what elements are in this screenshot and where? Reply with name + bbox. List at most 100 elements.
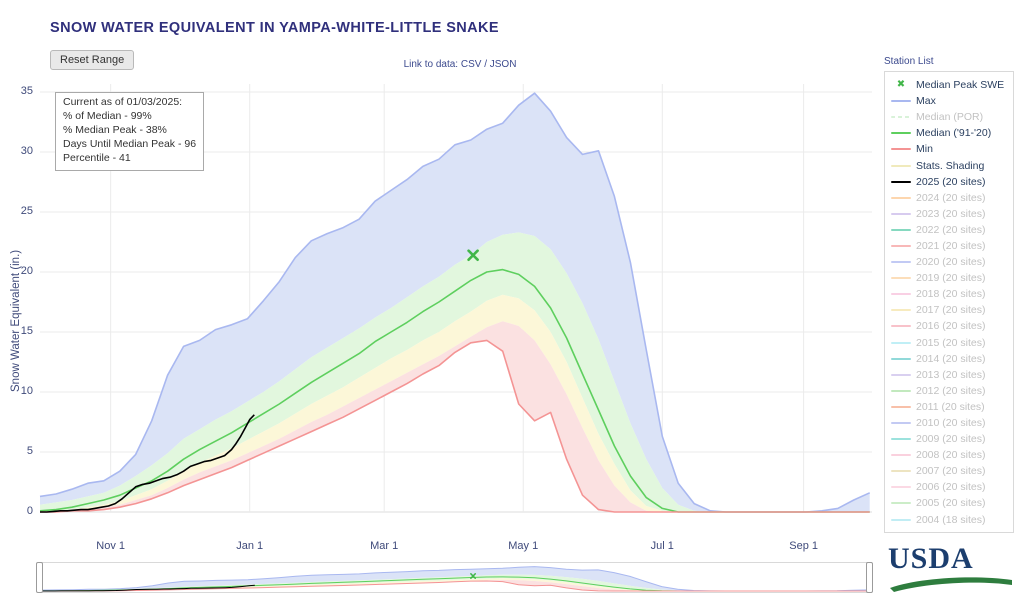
legend-item-2008-20-sites[interactable]: 2008 (20 sites) bbox=[891, 447, 1007, 463]
line-swatch-icon bbox=[891, 293, 911, 296]
legend-item-label: 2008 (20 sites) bbox=[916, 449, 986, 462]
legend-item-2009-20-sites[interactable]: 2009 (20 sites) bbox=[891, 431, 1007, 447]
link-to-data-label: Link to data: bbox=[403, 59, 459, 70]
legend-item-label: Median ('91-'20) bbox=[916, 127, 992, 140]
legend-item-2013-20-sites[interactable]: 2013 (20 sites) bbox=[891, 367, 1007, 383]
json-link[interactable]: JSON bbox=[489, 59, 517, 70]
line-swatch-icon bbox=[891, 341, 911, 344]
x-tick-label: Mar 1 bbox=[370, 540, 399, 552]
legend-item-label: 2009 (20 sites) bbox=[916, 433, 986, 446]
x-tick-label: May 1 bbox=[508, 540, 539, 552]
y-tick-label: 35 bbox=[20, 85, 33, 97]
line-swatch-icon bbox=[891, 228, 911, 231]
reset-range-button[interactable]: Reset Range bbox=[50, 50, 135, 70]
legend-item-label: Stats. Shading bbox=[916, 159, 985, 172]
y-tick-label: 10 bbox=[20, 385, 33, 397]
legend-item-label: 2011 (20 sites) bbox=[916, 400, 985, 413]
legend-item-label: 2014 (20 sites) bbox=[916, 352, 986, 365]
line-swatch-icon bbox=[891, 277, 911, 280]
legend-item-2023-20-sites[interactable]: 2023 (20 sites) bbox=[891, 206, 1007, 222]
line-swatch-icon bbox=[891, 100, 911, 103]
legend-item-2024-20-sites[interactable]: 2024 (20 sites) bbox=[891, 190, 1007, 206]
annotation-line: % of Median - 99% bbox=[63, 109, 152, 122]
legend-item-2012-20-sites[interactable]: 2012 (20 sites) bbox=[891, 383, 1007, 399]
legend-item-2016-20-sites[interactable]: 2016 (20 sites) bbox=[891, 318, 1007, 334]
line-swatch-icon bbox=[891, 132, 911, 135]
legend-item-stats-shading[interactable]: Stats. Shading bbox=[891, 157, 1007, 173]
legend-item-label: 2004 (18 sites) bbox=[916, 513, 986, 526]
legend-item-2004-18-sites[interactable]: 2004 (18 sites) bbox=[891, 512, 1007, 528]
x-tick-label: Sep 1 bbox=[789, 540, 818, 552]
legend-item-label: 2010 (20 sites) bbox=[916, 417, 986, 430]
legend-item-label: 2006 (20 sites) bbox=[916, 481, 986, 494]
legend-item-label: 2024 (20 sites) bbox=[916, 191, 986, 204]
line-swatch-icon bbox=[891, 357, 911, 360]
legend-item-min[interactable]: Min bbox=[891, 141, 1007, 157]
y-tick-label: 25 bbox=[20, 205, 33, 217]
line-swatch-icon bbox=[891, 325, 911, 328]
legend-item-2015-20-sites[interactable]: 2015 (20 sites) bbox=[891, 335, 1007, 351]
line-swatch-icon bbox=[891, 261, 911, 264]
line-swatch-icon bbox=[891, 422, 911, 425]
range-slider-right-handle[interactable] bbox=[866, 562, 873, 593]
annotation-line: Current as of 01/03/2025: bbox=[63, 96, 183, 108]
legend-item-2025-20-sites[interactable]: 2025 (20 sites) bbox=[891, 174, 1007, 190]
line-swatch-icon bbox=[891, 438, 911, 441]
line-swatch-icon bbox=[891, 148, 911, 151]
link-separator: / bbox=[484, 59, 487, 70]
legend-item-2021-20-sites[interactable]: 2021 (20 sites) bbox=[891, 238, 1007, 254]
page-title: SNOW WATER EQUIVALENT IN YAMPA-WHITE-LIT… bbox=[50, 20, 499, 36]
line-swatch-icon bbox=[891, 309, 911, 312]
line-swatch-icon bbox=[891, 454, 911, 457]
usda-logo: USDA bbox=[888, 544, 1014, 592]
legend-item-label: 2021 (20 sites) bbox=[916, 239, 986, 252]
line-swatch-icon bbox=[891, 389, 911, 392]
legend-item-2017-20-sites[interactable]: 2017 (20 sites) bbox=[891, 302, 1007, 318]
legend-item-2011-20-sites[interactable]: 2011 (20 sites) bbox=[891, 399, 1007, 415]
legend-item-2010-20-sites[interactable]: 2010 (20 sites) bbox=[891, 415, 1007, 431]
legend-item-2022-20-sites[interactable]: 2022 (20 sites) bbox=[891, 222, 1007, 238]
legend-item-2018-20-sites[interactable]: 2018 (20 sites) bbox=[891, 286, 1007, 302]
legend-item-2020-20-sites[interactable]: 2020 (20 sites) bbox=[891, 254, 1007, 270]
legend-item-2014-20-sites[interactable]: 2014 (20 sites) bbox=[891, 351, 1007, 367]
legend-item-label: Min bbox=[916, 143, 933, 156]
usda-logo-text: USDA bbox=[888, 542, 974, 575]
legend-item-median-91-20[interactable]: Median ('91-'20) bbox=[891, 125, 1007, 141]
legend-item-median-por[interactable]: Median (POR) bbox=[891, 109, 1007, 125]
annotation-line: % Median Peak - 38% bbox=[63, 123, 167, 136]
line-swatch-icon bbox=[891, 486, 911, 489]
legend-item-label: 2023 (20 sites) bbox=[916, 207, 986, 220]
legend-item-label: 2005 (20 sites) bbox=[916, 497, 986, 510]
legend-item-2006-20-sites[interactable]: 2006 (20 sites) bbox=[891, 479, 1007, 495]
range-slider-left-handle[interactable] bbox=[36, 562, 43, 593]
data-links-row: Link to data: CSV / JSON bbox=[340, 59, 580, 70]
legend-item-2007-20-sites[interactable]: 2007 (20 sites) bbox=[891, 463, 1007, 479]
y-tick-label: 20 bbox=[20, 265, 33, 277]
legend-item-label: 2018 (20 sites) bbox=[916, 288, 986, 301]
station-list-link[interactable]: Station List bbox=[884, 56, 934, 67]
line-swatch-icon bbox=[891, 196, 911, 199]
legend-item-2019-20-sites[interactable]: 2019 (20 sites) bbox=[891, 270, 1007, 286]
line-swatch-icon bbox=[891, 373, 911, 376]
csv-link[interactable]: CSV bbox=[460, 59, 482, 70]
range-slider-plot bbox=[41, 566, 869, 592]
legend-item-2005-20-sites[interactable]: 2005 (20 sites) bbox=[891, 495, 1007, 511]
legend-item-label: 2012 (20 sites) bbox=[916, 384, 986, 397]
y-tick-label: 15 bbox=[20, 325, 33, 337]
legend-list: ✖ Median Peak SWE Max Median (POR) Median ('… bbox=[891, 77, 1007, 528]
legend-item-median-peak-swe[interactable]: ✖ Median Peak SWE bbox=[891, 77, 1007, 93]
legend-item-label: 2022 (20 sites) bbox=[916, 223, 986, 236]
x-tick-label: Nov 1 bbox=[96, 540, 126, 552]
legend-item-max[interactable]: Max bbox=[891, 93, 1007, 109]
legend: ✖ Median Peak SWE Max Median (POR) Median ('… bbox=[884, 71, 1014, 533]
line-swatch-icon bbox=[891, 405, 911, 408]
usda-swoosh-icon bbox=[890, 577, 1012, 592]
main-plot[interactable] bbox=[39, 84, 872, 514]
line-swatch-icon bbox=[891, 164, 911, 167]
line-swatch-icon bbox=[891, 518, 911, 521]
line-swatch-icon bbox=[891, 116, 911, 119]
range-slider[interactable] bbox=[40, 562, 872, 593]
line-swatch-icon bbox=[891, 244, 911, 247]
annotation-line: Days Until Median Peak - 96 bbox=[63, 137, 197, 150]
legend-item-label: 2019 (20 sites) bbox=[916, 272, 986, 285]
